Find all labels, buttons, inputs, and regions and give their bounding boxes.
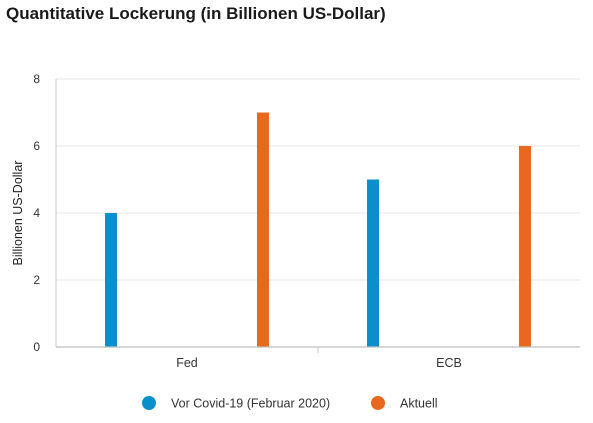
y-tick-label: 8 <box>33 72 40 86</box>
x-tick-label: Fed <box>176 356 198 370</box>
chart-title: Quantitative Lockerung (in Billionen US-… <box>6 4 386 23</box>
bar-fed-series-1 <box>105 213 118 347</box>
y-tick-label: 0 <box>33 340 40 354</box>
bar-ecb-series-2 <box>518 146 531 347</box>
y-axis-title: Billionen US-Dollar <box>11 161 25 266</box>
y-tick-label: 2 <box>33 273 40 287</box>
x-tick-label: ECB <box>436 356 462 370</box>
legend-marker <box>371 396 385 410</box>
legend-marker <box>142 396 156 410</box>
bar-ecb-series-1 <box>367 179 380 347</box>
y-tick-label: 6 <box>33 139 40 153</box>
legend-label: Vor Covid-19 (Februar 2020) <box>171 397 330 411</box>
legend-label: Aktuell <box>400 397 438 411</box>
y-tick-label: 4 <box>33 206 40 220</box>
bar-fed-series-2 <box>256 112 269 347</box>
